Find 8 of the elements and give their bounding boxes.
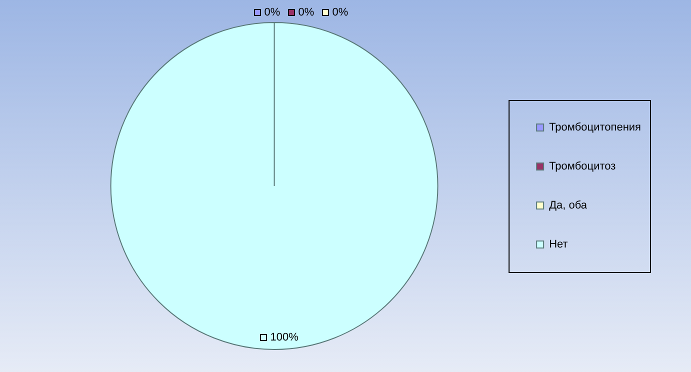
legend-label: Тромбоцитоз (549, 160, 616, 173)
text: 0% (332, 6, 348, 19)
text: 0% (264, 6, 280, 19)
text: 0% (298, 6, 314, 19)
legend-label: Да, оба (549, 200, 588, 212)
data-label: 100% (270, 332, 299, 344)
legend-label: Тромбоцитопения (549, 122, 642, 134)
legend-label: Нет (549, 238, 568, 251)
